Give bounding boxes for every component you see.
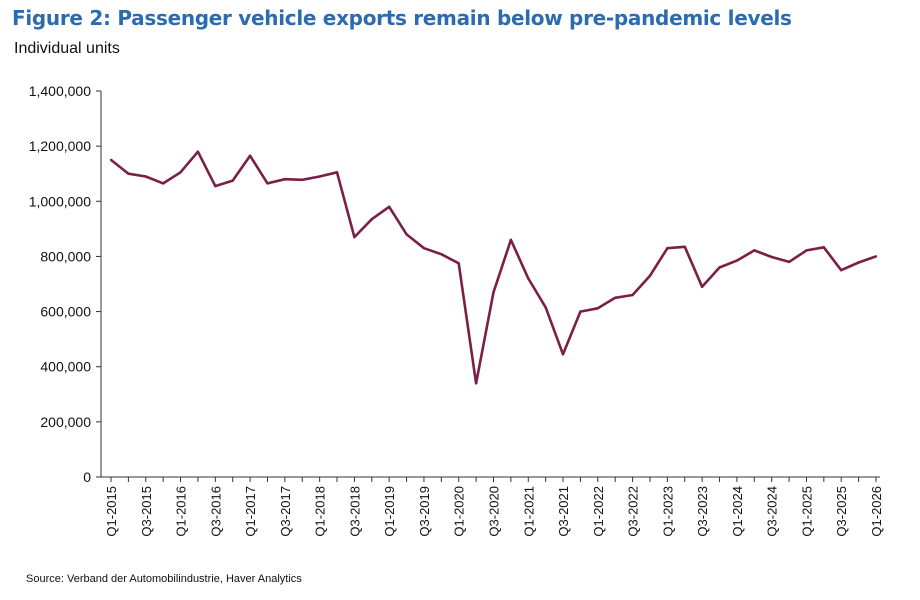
data-point (874, 255, 878, 258)
data-point (509, 238, 513, 242)
data-point (109, 158, 113, 162)
data-point (735, 259, 739, 262)
x-tick-label: Q3-2020 (487, 486, 502, 537)
x-tick-label: Q1-2021 (521, 486, 536, 537)
data-point (266, 182, 269, 185)
data-point (648, 274, 652, 277)
x-tick-label: Q1-2019 (382, 486, 397, 537)
x-tick-label: Q1-2024 (730, 486, 745, 537)
x-tick-label: Q3-2025 (834, 486, 849, 537)
data-point (422, 246, 426, 250)
y-tick-label: 800,000 (40, 248, 91, 264)
x-tick-label: Q1-2023 (660, 486, 675, 537)
data-point (161, 182, 165, 185)
chart-subtitle: Individual units (14, 40, 120, 57)
x-tick-label: Q3-2016 (208, 486, 223, 537)
data-point (214, 184, 217, 188)
x-tick-label: Q1-2015 (104, 486, 119, 537)
data-point (353, 235, 356, 239)
x-tick-label: Q3-2024 (765, 486, 780, 537)
x-tick-label: Q3-2022 (626, 486, 641, 537)
data-point (753, 249, 756, 252)
y-axis: 0 200,000 400,000 600,000 800,000 1,000,000 1,… (29, 83, 102, 485)
data-point (457, 262, 460, 265)
series-layer (109, 150, 878, 385)
x-tick-label: Q3-2017 (278, 486, 293, 537)
x-tick-label: Q3-2023 (695, 486, 710, 537)
series-line (110, 150, 877, 385)
data-point (666, 246, 669, 250)
chart-title: Figure 2: Passenger vehicle exports rema… (12, 6, 792, 30)
data-point (127, 172, 130, 175)
data-point (301, 178, 304, 181)
data-point (179, 171, 182, 174)
data-point (318, 175, 321, 178)
source-note: Source: Verband der Automobilindustrie, … (26, 573, 302, 585)
x-axis: Q1-2015 Q3-2015 Q1-2016 Q3-2016 Q1-2017 Q3-20… (101, 476, 884, 537)
x-tick-label: Q3-2018 (347, 486, 362, 537)
x-tick-label: Q3-2019 (417, 486, 432, 537)
data-point (840, 269, 843, 272)
data-point (283, 178, 287, 181)
data-point (787, 260, 791, 264)
y-tick-label: 1,400,000 (29, 83, 91, 99)
y-tick-label: 200,000 (40, 414, 91, 430)
x-tick-label: Q1-2017 (243, 486, 258, 537)
data-point (683, 245, 686, 248)
data-point (474, 382, 478, 385)
data-point (370, 218, 373, 221)
data-point (544, 306, 547, 309)
data-point (700, 285, 704, 288)
data-point (596, 307, 600, 310)
data-point (440, 253, 443, 256)
x-tick-label: Q1-2026 (869, 486, 884, 537)
data-point (387, 205, 391, 208)
y-tick-label: 600,000 (40, 304, 91, 320)
x-tick-label: Q3-2015 (139, 486, 154, 537)
data-point (231, 179, 234, 182)
y-tick-label: 400,000 (40, 359, 91, 375)
data-point (770, 255, 773, 259)
y-tick-label: 1,000,000 (29, 193, 91, 209)
data-point (579, 310, 582, 313)
data-point (805, 249, 808, 252)
data-point (718, 266, 721, 269)
x-tick-label: Q1-2025 (799, 486, 814, 537)
data-point (144, 175, 147, 178)
y-tick-label: 0 (83, 469, 91, 485)
data-point (631, 293, 634, 297)
x-tick-label: Q3-2021 (556, 486, 571, 537)
data-point (527, 277, 530, 280)
x-tick-label: Q1-2022 (591, 486, 606, 537)
data-point (335, 171, 339, 174)
data-point (614, 296, 617, 299)
x-tick-label: Q1-2018 (313, 486, 328, 537)
x-tick-label: Q1-2020 (452, 486, 467, 537)
data-point (857, 261, 860, 264)
y-tick-label: 1,200,000 (29, 138, 91, 154)
data-point (196, 150, 200, 153)
x-tick-label: Q1-2016 (174, 486, 189, 537)
data-point (822, 246, 826, 249)
data-point (405, 233, 408, 236)
data-point (248, 154, 252, 157)
data-point (492, 291, 495, 294)
data-point (561, 353, 565, 356)
